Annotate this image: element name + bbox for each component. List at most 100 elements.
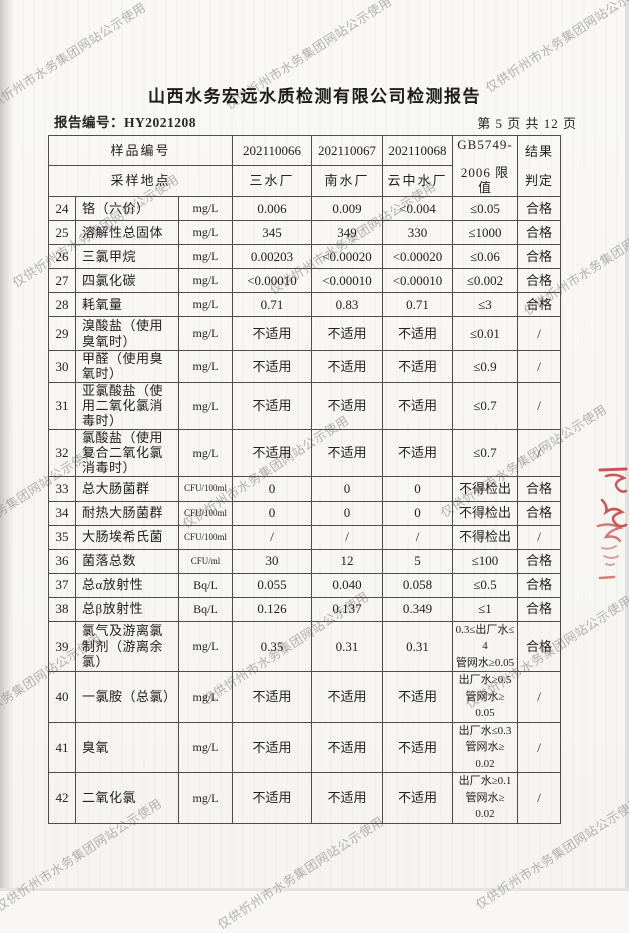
parameter-name-cell: 氯气及游离氯制剂（游离余氯） [75, 620, 179, 673]
value-cell-plant1: 不适用 [232, 772, 312, 824]
table-row: 41 臭氧 mg/L 不适用 不适用 不适用 出厂水≤0.3 管网水≥ 0.02… [48, 721, 561, 774]
value-cell-plant3: <0.004 [382, 196, 453, 221]
row-number-cell: 29 [48, 316, 76, 351]
limit-header-line2: 2006 限值 [460, 164, 510, 196]
limit-cell: ≤0.5 [452, 572, 518, 598]
unit-cell: CFU/100ml [178, 524, 233, 550]
watermark-text: 仅供忻州市水务集团网站公示使用 [215, 814, 387, 933]
row-number-cell: 30 [48, 350, 76, 383]
value-cell-plant2: 不适用 [311, 316, 383, 351]
table-row: 34 耐热大肠菌群 CFU/100ml 0 0 0 不得检出 合格 [48, 500, 561, 526]
limit-cell: 不得检出 [452, 524, 518, 550]
row-number-cell: 36 [48, 548, 76, 574]
value-cell-plant2: <0.00010 [311, 268, 383, 293]
table-row: 39 氯气及游离氯制剂（游离余氯） mg/L 0.35 0.31 0.31 0.… [48, 620, 561, 673]
value-cell-plant3: <0.00010 [382, 268, 453, 293]
limit-cell: ≤3 [452, 292, 518, 317]
result-cell: 合格 [517, 500, 561, 526]
location-cell: 云中水厂 [382, 165, 453, 197]
value-cell-plant2: 0 [311, 475, 383, 502]
row-number-cell: 37 [48, 572, 76, 598]
location-cell: 南水厂 [311, 165, 383, 197]
unit-cell: mg/L [178, 292, 233, 317]
page-number-info: 第 5 页 共 12 页 [477, 116, 577, 131]
unit-cell: Bq/L [178, 572, 233, 598]
limit-header-cell: GB5749- 2006 限值 [452, 135, 518, 197]
value-cell-plant2: 0.83 [311, 292, 383, 317]
value-cell-plant2: 不适用 [311, 428, 383, 477]
unit-cell: mg/L [178, 428, 233, 477]
value-cell-plant2: 不适用 [311, 671, 383, 723]
value-cell-plant2: 0.009 [311, 196, 383, 221]
row-number-cell: 42 [48, 772, 76, 824]
value-cell-plant3: 不适用 [382, 721, 453, 774]
value-cell-plant1: 不适用 [232, 671, 312, 723]
parameter-name-cell: 总α放射性 [75, 572, 179, 598]
result-header-cell: 结果 判定 [517, 135, 561, 197]
limit-cell: 出厂水≥0.5 管网水≥ 0.05 [452, 671, 518, 723]
page-title: 山西水务宏远水质检测有限公司检测报告 [148, 87, 481, 106]
parameter-name-cell: 氯酸盐（使用复合二氧化氯消毒时） [75, 428, 179, 477]
limit-cell: ≤0.7 [452, 428, 518, 477]
table-row: 32 氯酸盐（使用复合二氧化氯消毒时） mg/L 不适用 不适用 不适用 ≤0.… [48, 428, 561, 477]
result-cell: / [517, 350, 561, 383]
value-cell-plant2: / [311, 524, 383, 550]
parameter-name-cell: 四氯化碳 [75, 268, 179, 293]
value-cell-plant2: 0.040 [311, 572, 383, 598]
result-cell: 合格 [517, 596, 561, 622]
parameter-name-cell: 大肠埃希氏菌 [75, 524, 179, 550]
row-number-cell: 34 [48, 500, 76, 526]
value-cell-plant1: 0.126 [232, 596, 312, 622]
table-row: 33 总大肠菌群 CFU/100ml 0 0 0 不得检出 合格 [48, 475, 561, 502]
parameter-name-cell: 总β放射性 [75, 596, 179, 622]
unit-cell: CFU/100ml [178, 500, 233, 526]
value-cell-plant3: 5 [382, 548, 453, 574]
value-cell-plant3: 0.31 [382, 620, 453, 673]
unit-cell: mg/L [178, 244, 233, 269]
table-row: 36 菌落总数 CFU/ml 30 12 5 ≤100 合格 [48, 548, 561, 574]
parameter-name-cell: 甲醛（使用臭氧时） [75, 350, 179, 383]
result-cell: 合格 [517, 196, 561, 221]
result-cell: 合格 [517, 268, 561, 293]
table-row: 40 一氯胺（总氯） mg/L 不适用 不适用 不适用 出厂水≥0.5 管网水≥… [48, 671, 561, 723]
row-number-cell: 32 [48, 428, 76, 477]
unit-cell: mg/L [178, 721, 233, 774]
table-row: 31 亚氯酸盐（使用二氧化氯消毒时） mg/L 不适用 不适用 不适用 ≤0.7… [48, 381, 561, 430]
limit-cell: ≤0.9 [452, 350, 518, 383]
value-cell-plant2: 0.31 [311, 620, 383, 673]
parameter-name-cell: 二氧化氯 [75, 772, 179, 824]
limit-cell: 不得检出 [452, 475, 518, 502]
result-cell: 合格 [517, 244, 561, 269]
value-cell-plant1: 0 [232, 500, 312, 526]
result-cell: / [517, 524, 561, 550]
value-cell-plant1: 345 [232, 220, 312, 245]
test-results-table: 样品编号 202110066 202110067 202110068 GB574… [48, 135, 561, 824]
parameter-name-cell: 耗氧量 [75, 292, 179, 317]
result-cell: / [517, 772, 561, 824]
meta-line: 报告编号：HY2021208 第 5 页 共 12 页 [54, 111, 577, 131]
unit-cell: mg/L [178, 268, 233, 293]
value-cell-plant3: 0.71 [382, 292, 453, 317]
unit-cell: mg/L [178, 220, 233, 245]
value-cell-plant2: 0.137 [311, 596, 383, 622]
result-cell: / [517, 316, 561, 351]
limit-cell: 0.3≤出厂水≤ 4 管网水≥0.05 [452, 620, 518, 673]
table-row: 27 四氯化碳 mg/L <0.00010 <0.00010 <0.00010 … [48, 268, 561, 293]
value-cell-plant3: / [382, 524, 453, 550]
value-cell-plant1: 0.35 [232, 620, 312, 673]
unit-cell: mg/L [178, 350, 233, 383]
unit-cell: mg/L [178, 620, 233, 673]
value-cell-plant1: 0.006 [232, 196, 312, 221]
parameter-name-cell: 一氯胺（总氯） [75, 671, 179, 723]
value-cell-plant1: 0.055 [232, 572, 312, 598]
value-cell-plant2: 不适用 [311, 350, 383, 383]
table-row: 25 溶解性总固体 mg/L 345 349 330 ≤1000 合格 [48, 220, 561, 245]
unit-cell: Bq/L [178, 596, 233, 622]
table-row: 24 铬（六价） mg/L 0.006 0.009 <0.004 ≤0.05 合… [48, 196, 561, 221]
sample-id-cell: 202110067 [311, 135, 383, 166]
row-number-cell: 33 [48, 475, 76, 502]
value-cell-plant3: 不适用 [382, 350, 453, 383]
value-cell-plant1: / [232, 524, 312, 550]
sample-id-cell: 202110066 [232, 135, 312, 166]
value-cell-plant3: 0.349 [382, 596, 453, 622]
